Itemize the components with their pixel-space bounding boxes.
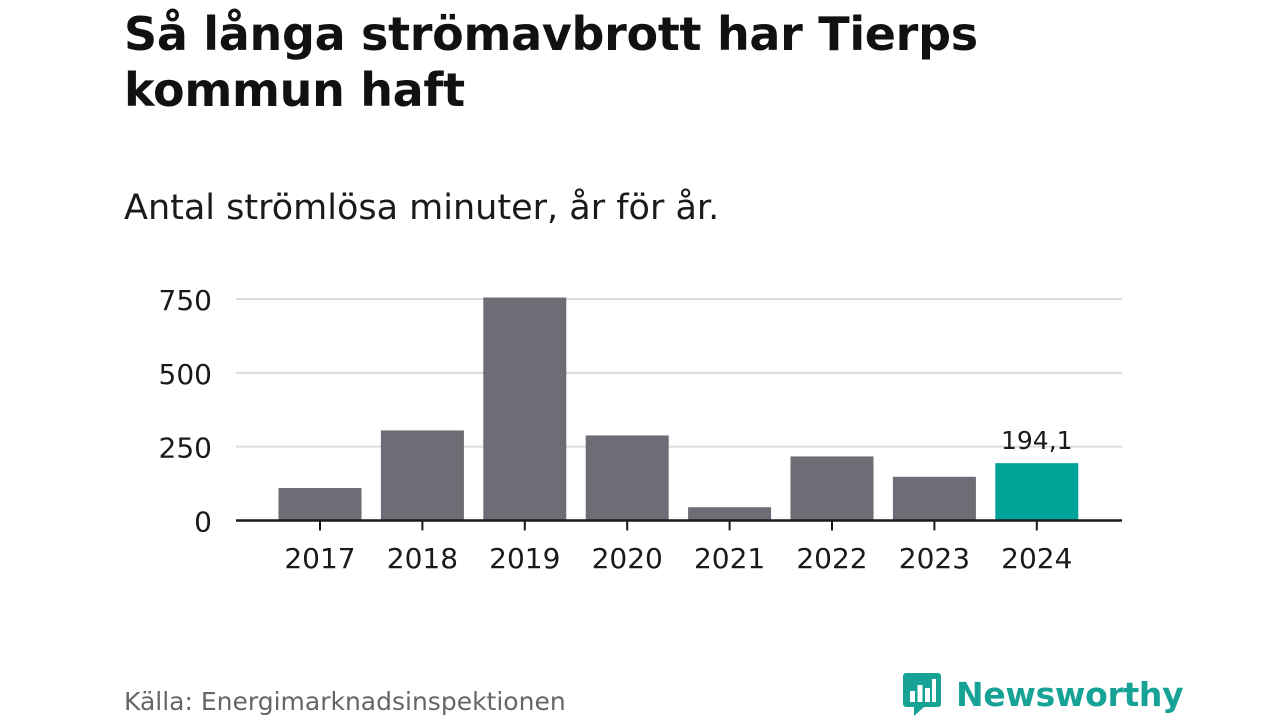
- gridlines: [236, 298, 1122, 448]
- bar-2024: [995, 463, 1079, 521]
- x-tick-label: 2023: [899, 542, 970, 575]
- newsworthy-chart-icon: [903, 673, 941, 716]
- x-tick-label: 2019: [489, 542, 560, 575]
- bar-2018: [380, 430, 464, 521]
- x-tick-label: 2022: [796, 542, 867, 575]
- x-axis-ticks: [319, 520, 1038, 531]
- bar-2023: [892, 476, 976, 521]
- brand-logo: Newsworthy: [902, 670, 1184, 718]
- y-axis-tick-labels: 0 250 500 750: [159, 284, 212, 539]
- x-tick-label: 2020: [592, 542, 663, 575]
- bar-2021: [688, 507, 772, 521]
- y-tick-label: 250: [159, 432, 212, 465]
- chart-title: Så långa strömavbrott har Tierps kommun …: [124, 7, 978, 117]
- bars: [278, 297, 1079, 521]
- y-tick-label: 500: [159, 358, 212, 391]
- bar-2019: [483, 297, 567, 521]
- x-axis-tick-labels: 2017 2018 2019 2020 2021 2022 2023 2024: [284, 542, 1072, 575]
- x-tick-label: 2024: [1001, 542, 1072, 575]
- x-tick-label: 2018: [387, 542, 458, 575]
- y-tick-label: 0: [194, 506, 212, 539]
- bar-2022: [790, 456, 874, 521]
- chart-subtitle: Antal strömlösa minuter, år för år.: [124, 188, 720, 228]
- brand-name: Newsworthy: [956, 674, 1184, 714]
- source-note: Källa: Energimarknadsinspektionen: [124, 687, 566, 716]
- annotations: 194,1: [1001, 426, 1073, 455]
- x-tick-label: 2021: [694, 542, 765, 575]
- y-tick-label: 750: [159, 284, 212, 317]
- data-label-2024: 194,1: [1001, 426, 1073, 455]
- x-tick-label: 2017: [284, 542, 355, 575]
- bar-2020: [585, 435, 669, 521]
- bar-2017: [278, 488, 362, 521]
